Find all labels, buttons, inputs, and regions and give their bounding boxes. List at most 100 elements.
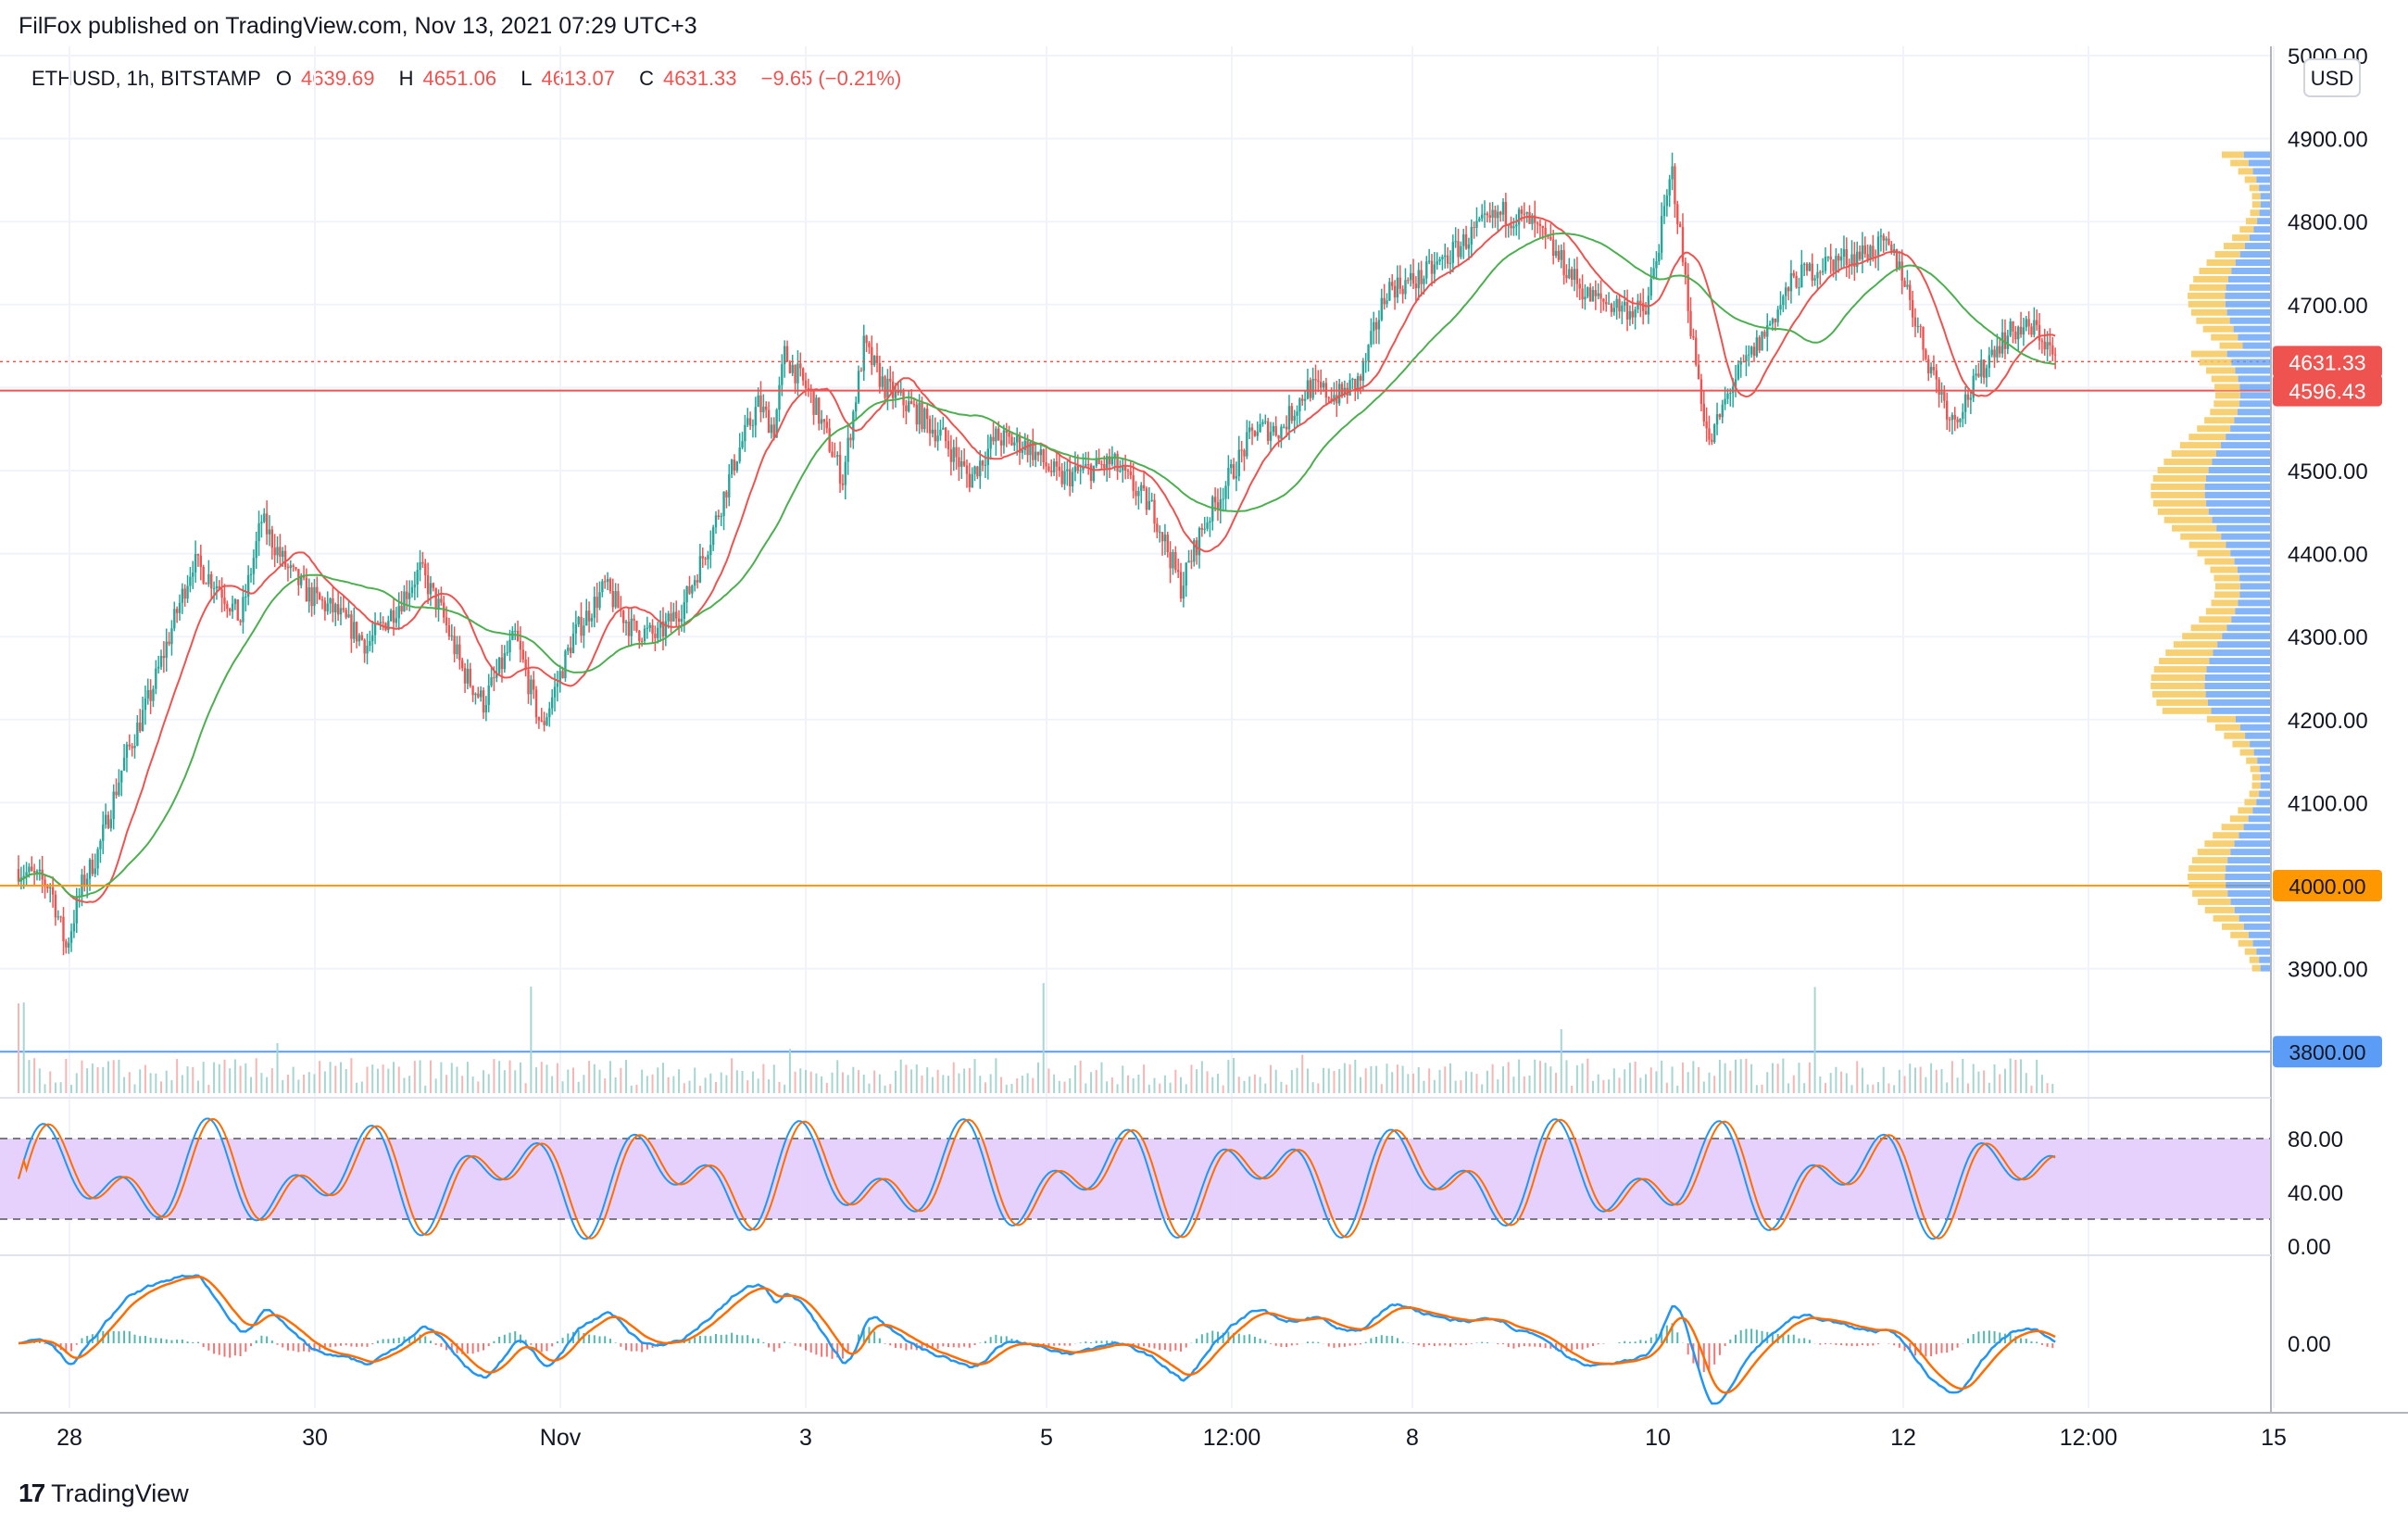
stoch-d-line [18, 1117, 2056, 1240]
candle-body [482, 690, 485, 713]
candle-body [841, 484, 845, 485]
candle-body [392, 610, 395, 623]
volume-bar [1612, 1068, 1615, 1093]
macd-histogram-bar [1333, 1343, 1336, 1348]
volume-profile-bar-down [2226, 308, 2271, 316]
candle-body [1969, 397, 1973, 400]
volume-bar [1988, 1082, 1990, 1093]
macd-histogram-bar [1058, 1343, 1060, 1346]
candle-body [728, 474, 731, 498]
candle-body [1298, 398, 1301, 412]
candle-body [1464, 234, 1468, 249]
candle-body [1649, 279, 1652, 296]
candle-body [94, 868, 96, 875]
macd-histogram-bar [1386, 1335, 1388, 1343]
volume-bar [487, 1074, 490, 1093]
candle-body [670, 613, 672, 622]
candle-body [1552, 239, 1555, 257]
candle-body [1660, 216, 1663, 253]
macd-histogram-bar [1248, 1334, 1251, 1343]
macd-histogram-bar [483, 1343, 485, 1351]
candle-body [992, 436, 995, 442]
candle-body [471, 686, 474, 696]
candle-body [373, 623, 377, 636]
macd-histogram-bar [297, 1343, 300, 1353]
candle-body [429, 583, 433, 595]
macd-histogram-bar [493, 1340, 495, 1343]
macd-histogram-bar [1534, 1343, 1536, 1347]
macd-histogram-bar [1575, 1343, 1578, 1350]
candle-body [413, 585, 417, 587]
macd-histogram-bar [1338, 1343, 1341, 1348]
volume-profile-bar-up [2189, 283, 2226, 291]
macd-histogram-bar [1771, 1332, 1774, 1343]
candle-body [1802, 263, 1806, 265]
volume-bar [1771, 1063, 1774, 1093]
x-tick-label: 3 [799, 1425, 812, 1451]
candle-body [91, 859, 94, 875]
candle-body [96, 849, 99, 869]
macd-histogram-bar [1628, 1341, 1631, 1343]
macd-histogram-bar [1819, 1343, 1822, 1345]
volume-profile-bar-up [2204, 417, 2235, 424]
macd-histogram-bar [1423, 1343, 1425, 1347]
candle-body [1166, 535, 1169, 552]
candle-body [1285, 426, 1288, 430]
macd-histogram-bar [307, 1343, 310, 1353]
candle-body [608, 578, 612, 592]
volume-bar [1396, 1064, 1398, 1093]
candle-body [949, 449, 953, 462]
macd-histogram-bar [2009, 1333, 2012, 1343]
volume-bar [440, 1062, 443, 1093]
volume-bar [70, 1084, 73, 1093]
candle-body [762, 406, 765, 413]
candle-body [834, 456, 836, 458]
candle-body [1597, 293, 1599, 296]
candle-body [1246, 432, 1248, 457]
volume-bar [1634, 1061, 1637, 1093]
macd-histogram-bar [319, 1343, 321, 1351]
macd-histogram-bar [1946, 1343, 1949, 1353]
volume-bar [1671, 1066, 1674, 1093]
candle-body [1721, 404, 1724, 418]
candle-body [720, 516, 722, 518]
volume-bar [1967, 1083, 1970, 1093]
candle-body [1103, 464, 1106, 469]
candle-body [537, 717, 541, 721]
macd-histogram-bar [181, 1339, 183, 1343]
candle-body [1634, 308, 1637, 318]
candle-body [571, 633, 575, 654]
volume-bar [694, 1067, 696, 1093]
volume-profile-bar-down [2204, 674, 2271, 681]
volume-bar [1962, 1059, 1964, 1093]
macd-histogram-bar [1428, 1343, 1431, 1346]
volume-profile-bar-up [2151, 674, 2205, 681]
volume-bar [371, 1064, 374, 1093]
macd-histogram-bar [1481, 1341, 1484, 1343]
volume-bar [1180, 1076, 1183, 1093]
candle-body [908, 401, 910, 411]
volume-bar [33, 1058, 36, 1093]
x-tick-label: 10 [1645, 1425, 1671, 1451]
candle-body [173, 609, 176, 629]
macd-histogram-bar [1085, 1340, 1087, 1343]
volume-profile-bar-up [2152, 474, 2207, 482]
candle-body [59, 916, 62, 918]
tradingview-brand[interactable]: 17 TradingView [19, 1479, 189, 1508]
candle-body [1317, 380, 1320, 383]
candle-body [65, 941, 68, 948]
macd-histogram-bar [1090, 1341, 1093, 1343]
candle-body [651, 624, 654, 635]
candle-body [672, 611, 675, 622]
volume-bar [1829, 1073, 1832, 1093]
volume-bar [239, 1065, 242, 1093]
macd-histogram-bar [688, 1338, 691, 1343]
low-value: L 4613.07 [520, 67, 615, 90]
volume-profile-bar-up [2224, 732, 2246, 739]
volume-bar [1882, 1066, 1885, 1093]
volume-bar [1618, 1077, 1621, 1093]
candle-body [1140, 485, 1143, 492]
candle-body [598, 592, 601, 609]
volume-bar [1259, 1076, 1261, 1093]
